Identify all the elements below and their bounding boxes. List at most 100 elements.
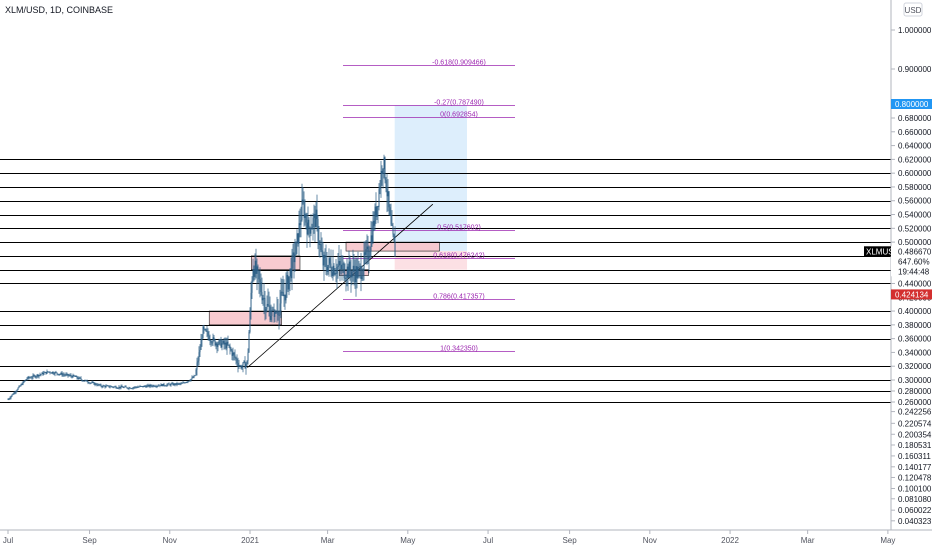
candle-body-166 — [173, 383, 175, 386]
candle-body-68 — [75, 376, 77, 377]
candle-body-145 — [152, 385, 154, 387]
candle-body-300 — [307, 219, 309, 235]
candle-body-131 — [138, 386, 140, 388]
price-axis[interactable]: 1.000000 0.900000 0.680000 0.660000 0.640000… — [891, 26, 932, 526]
candle-body-91 — [98, 384, 100, 386]
candle-body-169 — [176, 383, 178, 385]
candle-body-33 — [40, 374, 42, 376]
candle-body-340 — [347, 266, 349, 278]
candle-body-176 — [183, 382, 185, 384]
candle-body-175 — [182, 382, 184, 384]
candle-body-173 — [180, 383, 182, 385]
candle-body-187 — [194, 375, 196, 377]
candle-body-240 — [247, 352, 249, 361]
y-tick-label-9: 0.560000 — [898, 197, 932, 206]
last-price-text: 0.486670 — [898, 247, 932, 256]
candle-body-379 — [386, 189, 388, 197]
candle-body-96 — [103, 385, 105, 387]
candle-body-37 — [44, 371, 46, 373]
candle-body-6 — [13, 392, 15, 395]
candle-body-232 — [239, 365, 241, 367]
candle-body-227 — [234, 354, 236, 358]
candle-body-60 — [67, 373, 69, 376]
stop-zone — [394, 251, 468, 270]
candle-body-103 — [110, 386, 112, 388]
candle-body-358 — [365, 248, 367, 255]
candle-body-284 — [291, 254, 293, 279]
candle-body-271 — [278, 315, 280, 316]
candle-body-146 — [153, 385, 155, 387]
candle-body-218 — [225, 342, 227, 349]
candle-body-32 — [39, 374, 41, 376]
candle-body-198 — [205, 329, 207, 332]
candle-body-255 — [262, 298, 264, 301]
x-tick-label-3: 2021 — [241, 536, 259, 545]
candle-body-210 — [217, 344, 219, 347]
candle-body-50 — [57, 373, 59, 375]
candle-body-260 — [267, 304, 269, 306]
candle-body-235 — [242, 362, 244, 367]
candle-body-256 — [263, 297, 265, 299]
candle-body-64 — [71, 376, 73, 378]
candle-body-162 — [169, 384, 171, 386]
candle-body-357 — [364, 252, 366, 255]
candle-body-27 — [34, 375, 36, 378]
candle-body-149 — [156, 385, 158, 387]
candle-body-19 — [26, 378, 28, 380]
candle-body-302 — [309, 227, 311, 234]
x-tick-label-10: Mar — [801, 536, 815, 545]
candle-body-83 — [90, 382, 92, 384]
candle-body-287 — [294, 254, 296, 263]
y-tick-label-22: 0.360000 — [898, 335, 932, 344]
candle-body-124 — [131, 388, 133, 390]
candle-body-320 — [327, 265, 329, 272]
candle-body-275 — [282, 292, 284, 296]
candle-body-259 — [266, 304, 268, 310]
candle-body-308 — [315, 209, 317, 228]
candle-body-53 — [60, 372, 62, 375]
candle-body-329 — [336, 267, 338, 274]
badge-stop-bg — [891, 289, 932, 300]
candle-body-304 — [311, 227, 313, 230]
candle-body-279 — [286, 274, 288, 283]
candle-body-371 — [378, 189, 380, 207]
candle-body-112 — [119, 386, 121, 388]
candle-body-229 — [236, 358, 238, 363]
candle-body-311 — [318, 240, 320, 245]
candle-body-366 — [373, 220, 375, 226]
candle-body-298 — [305, 214, 307, 223]
candle-body-119 — [126, 387, 128, 389]
y-tick-label-23: 0.340000 — [898, 348, 932, 357]
candle-body-319 — [326, 266, 328, 272]
candle-body-152 — [159, 385, 161, 387]
candle-body-40 — [47, 371, 49, 373]
candle-body-35 — [42, 372, 44, 375]
currency-button[interactable]: USD — [903, 2, 923, 17]
candle-body-249 — [256, 266, 258, 274]
candle-body-138 — [145, 386, 147, 388]
candle-body-31 — [38, 374, 40, 377]
candle-body-126 — [133, 387, 135, 389]
candle-body-77 — [84, 380, 86, 382]
candle-body-360 — [367, 246, 369, 260]
time-axis[interactable]: Jul Sep Nov 2021 Mar May Jul Sep Nov 2022 Mar May — [3, 530, 896, 545]
candle-body-347 — [354, 272, 356, 283]
demand-zone-3 — [345, 241, 440, 252]
candle-body-44 — [51, 372, 53, 374]
candle-body-310 — [317, 219, 319, 241]
y-tick-label-6: 0.620000 — [898, 155, 932, 164]
candle-body-331 — [338, 261, 340, 266]
candle-body-184 — [191, 377, 193, 379]
candle-body-266 — [273, 309, 275, 317]
candle-body-369 — [376, 206, 378, 217]
candle-body-18 — [25, 379, 27, 381]
candle-body-183 — [190, 378, 192, 381]
candle-body-370 — [377, 206, 379, 208]
candle-body-97 — [104, 385, 106, 388]
candle-body-11 — [18, 386, 20, 388]
candles-layer — [7, 154, 396, 401]
candle-body-322 — [329, 258, 331, 264]
candle-body-165 — [172, 383, 174, 386]
